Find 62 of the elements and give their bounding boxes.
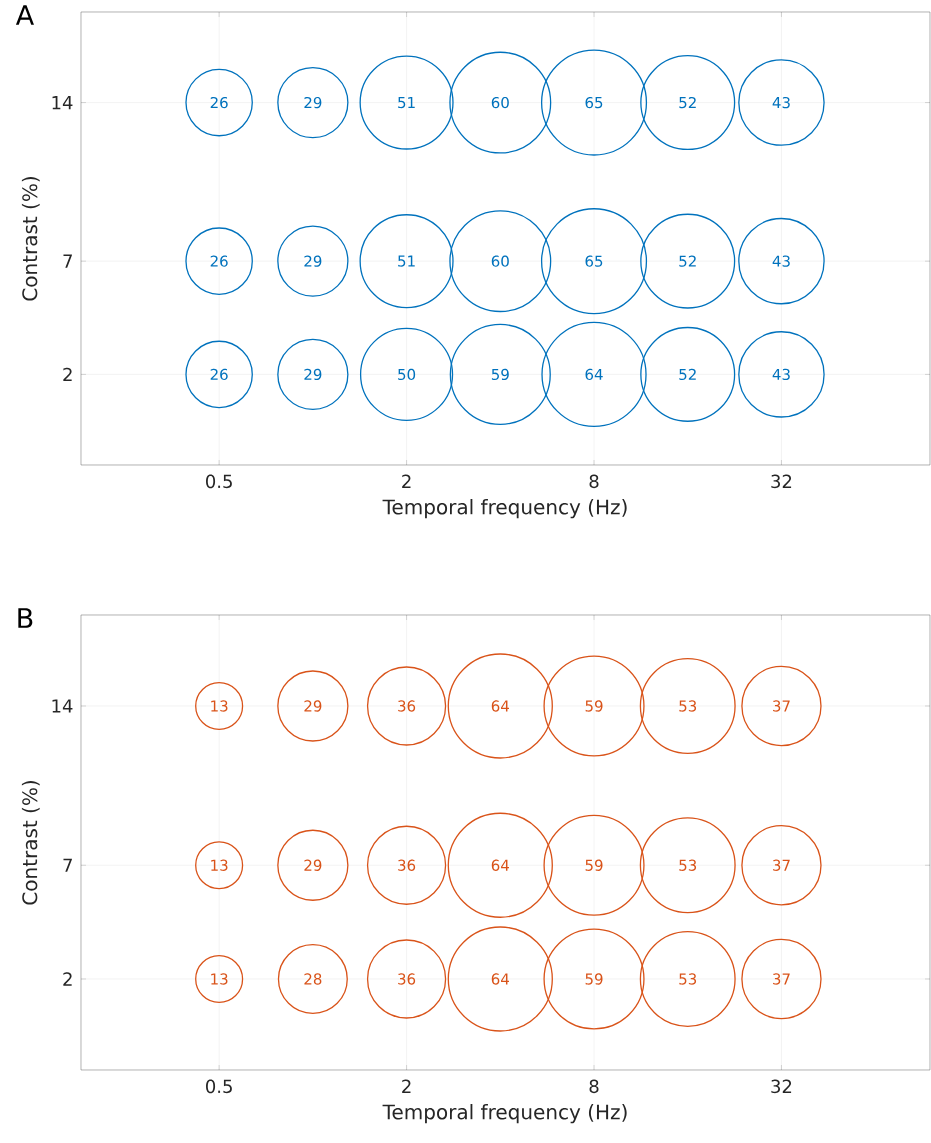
data-label: 37	[773, 859, 790, 871]
data-label: 37	[773, 973, 790, 985]
data-label: 29	[304, 96, 322, 109]
data-label: 65	[585, 96, 603, 109]
data-label: 36	[398, 973, 416, 985]
x-tick-label: 0.5	[206, 1079, 232, 1094]
x-axis-title: Temporal frequency (Hz)	[382, 499, 627, 519]
data-label: 59	[491, 368, 509, 381]
data-label: 52	[679, 255, 696, 267]
data-label: 26	[210, 96, 228, 109]
x-tick-label: 2	[402, 474, 411, 488]
data-label: 13	[211, 700, 228, 712]
data-label: 29	[304, 255, 322, 267]
data-label: 64	[491, 859, 509, 871]
data-label: 29	[304, 700, 322, 712]
data-label: 59	[585, 700, 603, 712]
data-label: 28	[304, 973, 322, 985]
data-label: 36	[398, 859, 416, 871]
data-label: 53	[679, 700, 697, 712]
data-label: 59	[585, 973, 603, 985]
x-tick-label: 8	[589, 1079, 599, 1094]
chart-title: A	[15, 5, 34, 25]
data-label: 29	[304, 368, 322, 381]
data-label: 43	[772, 96, 790, 109]
data-label: 36	[398, 700, 416, 712]
data-label: 26	[210, 368, 228, 381]
y-tick-label: 14	[52, 699, 73, 713]
x-tick-label: 32	[771, 1079, 792, 1094]
data-label: 43	[772, 255, 790, 267]
x-tick-label: 0.5	[206, 474, 232, 489]
data-label: 60	[491, 96, 509, 109]
data-label: 59	[585, 859, 603, 871]
data-label: 13	[211, 859, 228, 871]
x-tick-label: 32	[771, 474, 792, 489]
data-label: 52	[679, 368, 696, 381]
data-label: 64	[491, 973, 509, 985]
data-label: 29	[304, 859, 322, 871]
data-label: 64	[585, 368, 603, 381]
y-axis-title: Contrast (%)	[21, 781, 40, 905]
data-label: 37	[773, 700, 790, 712]
x-axis-title: Temporal frequency (Hz)	[382, 1104, 627, 1124]
data-label: 26	[210, 255, 228, 267]
x-tick-label: 8	[589, 474, 599, 489]
y-tick-label: 7	[63, 254, 72, 268]
y-tick-label: 14	[52, 96, 73, 110]
y-axis-title: Contrast (%)	[21, 177, 40, 301]
data-label: 51	[398, 97, 415, 109]
data-label: 64	[491, 700, 509, 712]
data-label: 60	[491, 255, 509, 267]
data-label: 50	[398, 368, 416, 381]
y-tick-label: 2	[63, 367, 72, 382]
chart-title: B	[18, 608, 33, 628]
data-label: 53	[679, 859, 697, 871]
x-tick-label: 2	[402, 1079, 411, 1093]
data-label: 13	[211, 973, 228, 985]
data-label: 51	[398, 255, 415, 267]
data-label: 53	[679, 973, 697, 985]
data-label: 43	[772, 368, 790, 381]
data-label: 52	[679, 96, 696, 109]
y-tick-label: 2	[63, 972, 72, 986]
data-label: 65	[585, 255, 603, 267]
y-tick-label: 7	[63, 858, 72, 872]
